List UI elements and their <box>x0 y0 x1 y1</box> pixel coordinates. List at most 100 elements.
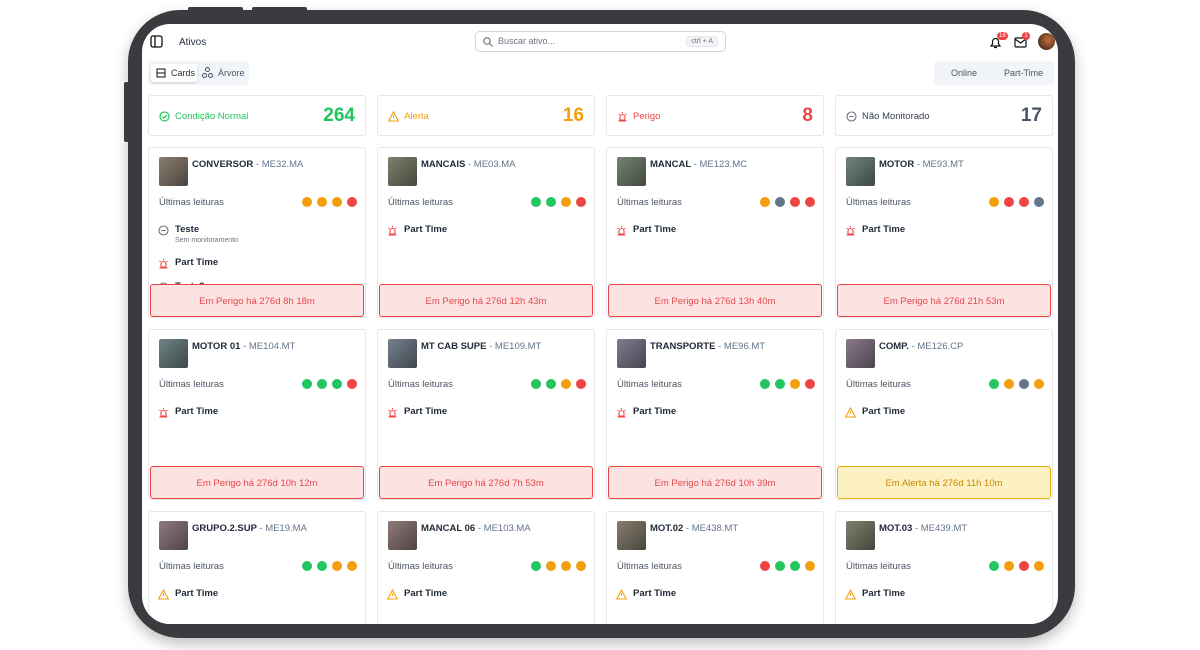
asset-title: MANCAIS - ME03.MA <box>421 159 516 170</box>
reading-dot <box>561 561 571 571</box>
asset-title: MANCAL - ME123.MC <box>650 159 747 170</box>
asset-code: ME03.MA <box>473 159 516 170</box>
sensor-list: Part Time <box>378 398 594 466</box>
sensor-list: Teste Sem monitoramento Part Time Teste8 <box>149 216 365 284</box>
reading-dot <box>805 197 815 207</box>
readings-label: Últimas leituras <box>617 197 682 208</box>
page-title: Ativos <box>179 37 207 48</box>
asset-card[interactable]: MT CAB SUPE - ME109.MT Últimas leituras Pa… <box>377 329 595 500</box>
reading-dot <box>347 561 357 571</box>
asset-code: ME96.MT <box>723 341 766 352</box>
sensor-list: Part Time <box>378 580 594 624</box>
mode-part-time[interactable]: Part-Time <box>1004 68 1044 78</box>
reading-dot <box>775 197 785 207</box>
summary-label: Não Monitorado <box>862 111 930 122</box>
asset-card[interactable]: CONVERSOR - ME32.MA Últimas leituras Teste… <box>148 147 366 318</box>
reading-dot <box>531 197 541 207</box>
sensor-label: Part Time <box>175 406 219 417</box>
reading-dot <box>546 197 556 207</box>
danger-icon <box>388 226 397 236</box>
asset-card[interactable]: GRUPO.2.SUP - ME19.MA Últimas leituras Par… <box>148 511 366 624</box>
sensor-sublabel: Sem monitoramento <box>175 237 239 244</box>
asset-title: CONVERSOR - ME32.MA <box>192 159 303 170</box>
reading-dot <box>347 197 357 207</box>
search-box[interactable]: Buscar ativo... ctrl + A <box>475 31 726 52</box>
sensor-list: Part Time <box>149 398 365 466</box>
asset-thumbnail <box>846 339 875 368</box>
asset-thumbnail <box>617 521 646 550</box>
sensor-label: Teste8 <box>175 281 204 284</box>
asset-thumbnail <box>846 157 875 186</box>
sensor-list: Part Time <box>149 580 365 624</box>
tab-cards[interactable]: Cards <box>151 64 197 82</box>
asset-thumbnail <box>388 521 417 550</box>
summary-card[interactable]: Condição Normal 264 <box>148 95 366 136</box>
asset-card[interactable]: MOTOR - ME93.MT Últimas leituras Part Time… <box>835 147 1053 318</box>
alert-icon <box>388 111 399 122</box>
tab-tree[interactable]: Árvore <box>198 64 248 82</box>
readings-label: Últimas leituras <box>159 379 224 390</box>
summary-label: Condição Normal <box>175 111 249 122</box>
asset-thumbnail <box>617 157 646 186</box>
readings-label: Últimas leituras <box>388 561 453 572</box>
asset-card[interactable]: MOTOR 01 - ME104.MT Últimas leituras Part … <box>148 329 366 500</box>
bell-icon[interactable] <box>989 36 1002 49</box>
reading-dot <box>347 379 357 389</box>
alert-icon <box>616 589 627 600</box>
status-banner: Em Perigo há 276d 21h 53m <box>837 284 1051 317</box>
reading-dot <box>332 197 342 207</box>
danger-icon <box>159 408 168 418</box>
asset-title: GRUPO.2.SUP - ME19.MA <box>192 523 307 534</box>
asset-title: MANCAL 06 - ME103.MA <box>421 523 531 534</box>
asset-card[interactable]: MANCAL - ME123.MC Últimas leituras Part Ti… <box>606 147 824 318</box>
cards-icon <box>156 68 166 78</box>
avatar[interactable] <box>1038 33 1055 50</box>
reading-dot <box>561 379 571 389</box>
mail-icon[interactable] <box>1014 37 1027 48</box>
asset-card[interactable]: COMP. - ME126.CP Últimas leituras Part Tim… <box>835 329 1053 500</box>
reading-dot <box>317 197 327 207</box>
normal-icon <box>159 111 170 122</box>
asset-separator: - <box>243 341 247 352</box>
asset-name: MT CAB SUPE <box>421 341 487 352</box>
asset-separator: - <box>911 341 915 352</box>
danger-icon <box>618 112 627 122</box>
alert-icon <box>158 589 169 600</box>
asset-separator: - <box>259 523 263 534</box>
status-banner: Em Perigo há 276d 10h 39m <box>608 466 822 499</box>
summary-card[interactable]: Alerta 16 <box>377 95 595 136</box>
reading-dot <box>760 561 770 571</box>
reading-dot <box>989 561 999 571</box>
reading-dot <box>546 379 556 389</box>
reading-dot <box>989 379 999 389</box>
asset-card[interactable]: MANCAL 06 - ME103.MA Últimas leituras Part… <box>377 511 595 624</box>
asset-name: CONVERSOR <box>192 159 254 170</box>
asset-separator: - <box>489 341 493 352</box>
none-icon <box>158 225 169 236</box>
asset-card[interactable]: MANCAIS - ME03.MA Últimas leituras Part Ti… <box>377 147 595 318</box>
reading-dot <box>332 561 342 571</box>
sensor-label: Part Time <box>175 257 219 268</box>
summary-count: 264 <box>323 105 355 126</box>
search-placeholder: Buscar ativo... <box>498 36 556 46</box>
asset-name: MANCAL <box>650 159 691 170</box>
summary-card[interactable]: Não Monitorado 17 <box>835 95 1053 136</box>
none-icon <box>159 282 168 284</box>
mode-online[interactable]: Online <box>951 68 978 78</box>
screen: Ativos Buscar ativo... ctrl + A 18 1 Car… <box>142 24 1058 624</box>
sensor-list: Part Time <box>836 580 1052 624</box>
status-banner: Em Perigo há 276d 10h 12m <box>150 466 364 499</box>
reading-dot <box>332 379 342 389</box>
sidebar-toggle[interactable] <box>150 35 163 48</box>
summary-card[interactable]: Perigo 8 <box>606 95 824 136</box>
sensor-label: Part Time <box>633 406 677 417</box>
alert-icon <box>845 589 856 600</box>
asset-card[interactable]: MOT.03 - ME439.MT Últimas leituras Part Ti… <box>835 511 1053 624</box>
asset-card[interactable]: TRANSPORTE - ME96.MT Últimas leituras Part… <box>606 329 824 500</box>
status-banner: Em Alerta há 276d 11h 10m <box>837 466 1051 499</box>
readings-label: Últimas leituras <box>617 379 682 390</box>
asset-card[interactable]: MOT.02 - ME438.MT Últimas leituras Part Ti… <box>606 511 824 624</box>
shortcut-hint: ctrl + A <box>686 36 718 47</box>
